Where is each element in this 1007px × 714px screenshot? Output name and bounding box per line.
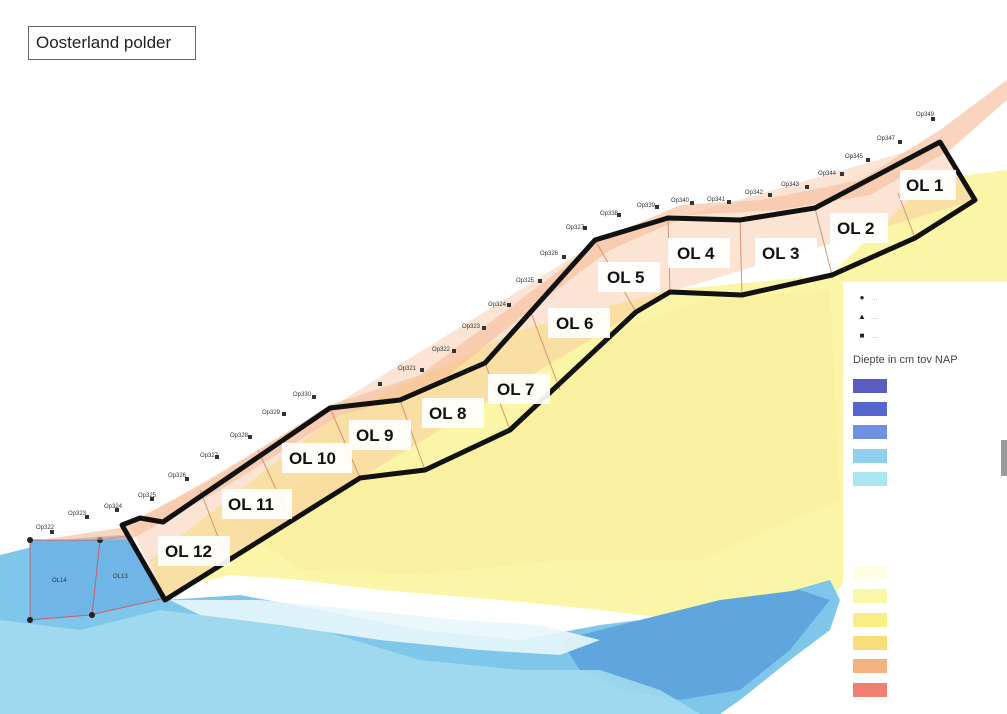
segment-label: OL 2 xyxy=(837,219,874,238)
legend-title: Diepte in cm tov NAP xyxy=(853,354,958,366)
legend-class-row xyxy=(853,491,997,514)
legend-symbol-row: ● ... xyxy=(853,288,997,307)
legend-class-row xyxy=(853,561,997,584)
point-markers xyxy=(50,117,935,534)
segment-label: OL 10 xyxy=(289,449,336,468)
legend-classes xyxy=(853,374,997,701)
svg-text:Op329: Op329 xyxy=(262,410,281,416)
legend-swatch xyxy=(853,402,887,417)
legend-class-row xyxy=(853,655,997,678)
legend-symbol-label: ... xyxy=(871,331,878,340)
svg-text:Op342: Op342 xyxy=(745,190,764,196)
svg-text:Op343: Op343 xyxy=(781,182,800,188)
segment-label: OL 1 xyxy=(906,176,943,195)
legend-swatch xyxy=(853,612,887,627)
svg-text:Op324: Op324 xyxy=(104,504,123,510)
sea-shallow xyxy=(0,610,700,714)
legend-swatch xyxy=(853,425,887,440)
legend-class-row xyxy=(853,585,997,608)
legend-swatch xyxy=(853,659,887,674)
circle-icon: ● xyxy=(859,293,865,302)
segment-label: OL 3 xyxy=(762,244,799,263)
svg-text:Op325: Op325 xyxy=(138,493,157,499)
segment-label: OL 4 xyxy=(677,244,715,263)
svg-text:Op347: Op347 xyxy=(877,136,896,142)
legend: ● ... ▲ ... ■ ... Diepte in cm tov NAP xyxy=(843,282,1007,714)
svg-text:Op322: Op322 xyxy=(36,525,55,531)
legend-class-row xyxy=(853,538,997,561)
square-icon: ■ xyxy=(859,331,865,340)
scroll-edge xyxy=(1001,440,1007,476)
legend-class-row xyxy=(853,374,997,397)
segment-label: OL 5 xyxy=(607,268,644,287)
svg-text:Op326: Op326 xyxy=(540,251,559,257)
segment-label: OL 8 xyxy=(429,404,466,423)
legend-swatch xyxy=(853,682,887,697)
point-labels: Op349 Op347 Op345 Op344 Op343 Op342 Op34… xyxy=(36,112,935,531)
sea-deep xyxy=(560,590,830,700)
legend-swatch xyxy=(853,495,887,510)
svg-text:Op326: Op326 xyxy=(168,473,187,479)
legend-class-row xyxy=(853,678,997,701)
svg-text:Op341: Op341 xyxy=(707,197,726,203)
segment-label: OL 12 xyxy=(165,542,212,561)
svg-text:Op327: Op327 xyxy=(200,453,219,459)
legend-class-row xyxy=(853,608,997,631)
shore-strip xyxy=(40,80,1007,540)
dike-outline xyxy=(119,139,978,603)
svg-text:Op328: Op328 xyxy=(230,433,249,439)
legend-swatch xyxy=(853,542,887,557)
sub-area-label: OL14 xyxy=(52,578,67,584)
svg-text:Op325: Op325 xyxy=(516,278,535,284)
legend-swatch xyxy=(853,378,887,393)
svg-text:Op327: Op327 xyxy=(566,225,585,231)
legend-symbol-label: ... xyxy=(871,312,878,321)
svg-text:Op345: Op345 xyxy=(845,154,864,160)
segment-label: OL 11 xyxy=(228,495,274,514)
legend-swatch xyxy=(853,565,887,580)
map-title: Oosterland polder xyxy=(28,26,196,60)
triangle-icon: ▲ xyxy=(858,312,866,321)
legend-swatch xyxy=(853,472,887,487)
svg-text:Op322: Op322 xyxy=(432,347,451,353)
sea-white-band xyxy=(170,600,600,655)
legend-swatch xyxy=(853,589,887,604)
sub-area-label: OL13 xyxy=(113,574,128,580)
segment-label: OL 9 xyxy=(356,426,393,445)
svg-text:Op339: Op339 xyxy=(637,203,656,209)
segment-labels: OL 1 OL 2 OL 3 OL 4 OL 5 OL 6 OL 7 OL 8 … xyxy=(158,170,956,566)
svg-text:Op349: Op349 xyxy=(916,112,935,118)
legend-symbol-row: ▲ ... xyxy=(853,307,997,326)
legend-class-row xyxy=(853,397,997,420)
svg-text:Op321: Op321 xyxy=(398,366,417,372)
svg-text:Op324: Op324 xyxy=(488,302,507,308)
svg-text:Op330: Op330 xyxy=(293,392,312,398)
legend-swatch xyxy=(853,635,887,650)
legend-class-row xyxy=(853,631,997,654)
segment-label: OL 6 xyxy=(556,314,593,333)
legend-swatch xyxy=(853,448,887,463)
legend-class-row xyxy=(853,444,997,467)
svg-text:Op323: Op323 xyxy=(68,511,87,517)
segment-label: OL 7 xyxy=(497,380,534,399)
legend-class-row xyxy=(853,468,997,491)
land-area-pale xyxy=(230,290,840,575)
legend-class-row xyxy=(853,421,997,444)
legend-class-row xyxy=(853,514,997,537)
legend-symbol-row: ■ ... xyxy=(853,326,997,345)
svg-text:Op344: Op344 xyxy=(818,171,837,177)
svg-text:Op323: Op323 xyxy=(462,324,481,330)
svg-text:Op340: Op340 xyxy=(671,198,690,204)
legend-swatch xyxy=(853,519,887,534)
svg-text:Op338: Op338 xyxy=(600,211,619,217)
legend-symbol-label: ... xyxy=(871,293,878,302)
